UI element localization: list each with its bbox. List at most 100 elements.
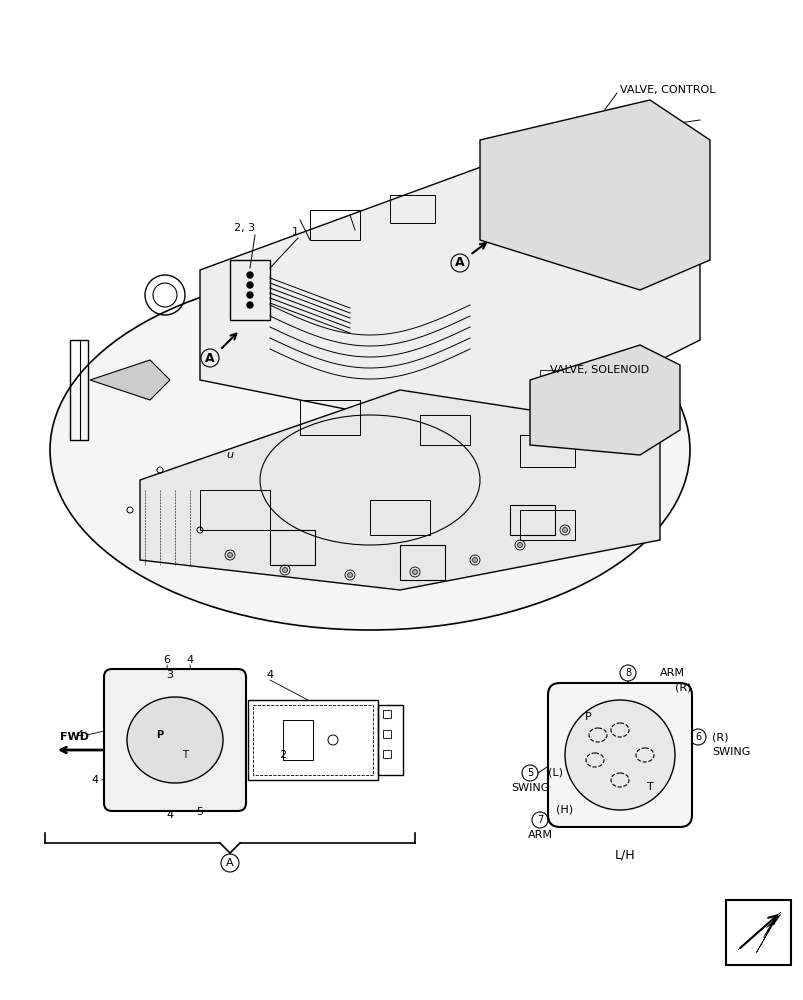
- Bar: [520, 435, 574, 467]
- Text: 5: 5: [196, 807, 203, 817]
- Circle shape: [347, 572, 352, 578]
- Text: (H): (H): [556, 805, 573, 815]
- Bar: [300, 400, 360, 435]
- Text: ARM: ARM: [527, 830, 552, 840]
- Text: L/H: L/H: [614, 848, 634, 861]
- Bar: [509, 505, 554, 535]
- Bar: [400, 545, 444, 580]
- Circle shape: [562, 528, 567, 532]
- Bar: [589, 370, 609, 435]
- Circle shape: [187, 708, 206, 728]
- Circle shape: [562, 800, 577, 814]
- Circle shape: [192, 713, 202, 723]
- Polygon shape: [140, 390, 659, 590]
- Bar: [725, 900, 790, 965]
- Text: 6: 6: [694, 732, 700, 742]
- Circle shape: [282, 568, 287, 572]
- Circle shape: [185, 763, 195, 773]
- Polygon shape: [765, 914, 780, 927]
- Bar: [200, 490, 270, 530]
- Bar: [377, 705, 402, 775]
- Circle shape: [155, 730, 165, 740]
- Circle shape: [247, 292, 253, 298]
- Bar: [230, 260, 270, 320]
- Polygon shape: [479, 100, 709, 290]
- Circle shape: [132, 750, 153, 770]
- Polygon shape: [90, 360, 169, 400]
- Text: ARM: ARM: [659, 668, 684, 678]
- Polygon shape: [529, 345, 679, 455]
- Text: 4: 4: [92, 775, 99, 785]
- Circle shape: [138, 755, 148, 765]
- Polygon shape: [200, 160, 699, 440]
- Bar: [419, 415, 470, 445]
- Text: A: A: [226, 858, 234, 868]
- Text: VALVE, CONTROL: VALVE, CONTROL: [619, 85, 715, 95]
- Text: (R): (R): [675, 682, 691, 692]
- Bar: [520, 510, 574, 540]
- Circle shape: [662, 800, 676, 814]
- Bar: [382, 730, 390, 738]
- Circle shape: [130, 715, 150, 735]
- Text: 4: 4: [76, 730, 84, 740]
- Bar: [540, 370, 560, 435]
- Text: T: T: [181, 750, 188, 760]
- Bar: [253, 705, 373, 775]
- Bar: [310, 210, 360, 240]
- Circle shape: [247, 282, 253, 288]
- Bar: [389, 195, 434, 223]
- Bar: [382, 710, 390, 718]
- Text: P: P: [157, 730, 163, 740]
- Polygon shape: [756, 917, 776, 952]
- Circle shape: [135, 720, 145, 730]
- Ellipse shape: [50, 270, 689, 630]
- Circle shape: [200, 737, 210, 747]
- Text: VALVE, SOLENOID: VALVE, SOLENOID: [549, 365, 648, 375]
- Circle shape: [227, 552, 232, 558]
- Circle shape: [517, 542, 522, 548]
- Circle shape: [565, 700, 675, 810]
- Bar: [565, 370, 585, 435]
- Text: u: u: [226, 450, 233, 460]
- Text: 4: 4: [266, 670, 273, 680]
- Text: FWD: FWD: [60, 732, 89, 742]
- FancyBboxPatch shape: [104, 669, 246, 811]
- Bar: [283, 720, 312, 760]
- Circle shape: [247, 302, 253, 308]
- Circle shape: [157, 765, 177, 785]
- Bar: [70, 340, 88, 440]
- Text: SWING: SWING: [510, 783, 548, 793]
- Text: (L): (L): [548, 768, 562, 778]
- Circle shape: [412, 570, 417, 574]
- Circle shape: [161, 770, 172, 780]
- Circle shape: [180, 758, 200, 778]
- Circle shape: [472, 558, 477, 562]
- Circle shape: [177, 745, 188, 755]
- Bar: [369, 500, 430, 535]
- Text: 3: 3: [166, 670, 173, 680]
- Text: A: A: [454, 256, 464, 269]
- Bar: [270, 530, 315, 565]
- Text: 5: 5: [526, 768, 532, 778]
- Bar: [247, 700, 377, 780]
- Circle shape: [247, 272, 253, 278]
- Text: 1: 1: [291, 227, 298, 237]
- Polygon shape: [737, 912, 780, 950]
- Circle shape: [150, 725, 169, 745]
- Text: 2: 2: [279, 750, 286, 760]
- Text: A: A: [205, 352, 214, 364]
- Text: 4: 4: [166, 810, 173, 820]
- Circle shape: [160, 698, 180, 718]
- Text: T: T: [646, 782, 653, 792]
- Text: 4: 4: [186, 655, 194, 665]
- Text: (R): (R): [711, 732, 728, 742]
- Ellipse shape: [127, 697, 222, 783]
- Text: 8: 8: [624, 668, 630, 678]
- Text: P: P: [584, 712, 591, 722]
- Text: 6: 6: [163, 655, 170, 665]
- Text: 2, 3: 2, 3: [234, 223, 255, 233]
- Circle shape: [165, 703, 175, 713]
- Bar: [382, 750, 390, 758]
- Text: SWING: SWING: [711, 747, 749, 757]
- Circle shape: [662, 696, 676, 710]
